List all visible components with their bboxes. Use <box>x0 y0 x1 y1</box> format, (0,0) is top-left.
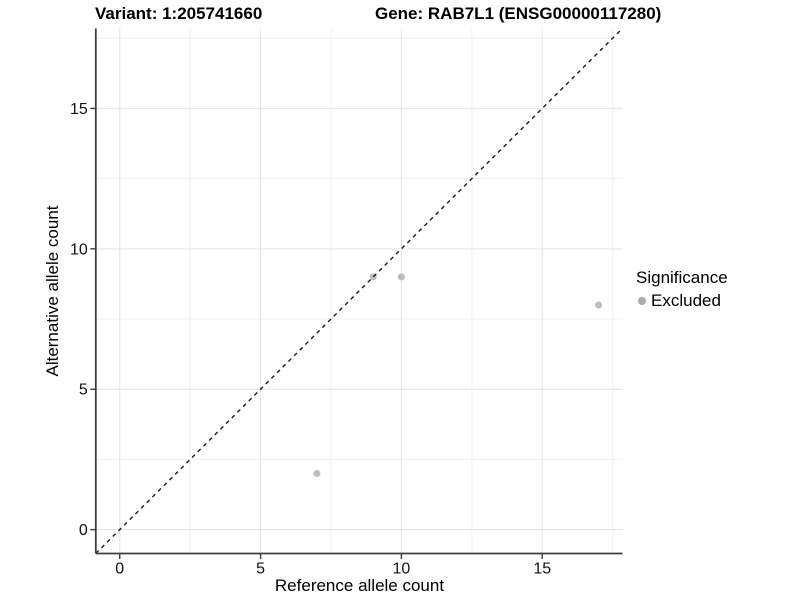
data-point <box>397 273 405 281</box>
y-tick-label: 0 <box>79 522 88 539</box>
gene-title: Gene: RAB7L1 (ENSG00000117280) <box>375 4 662 23</box>
legend-item-label: Excluded <box>651 291 721 310</box>
data-point <box>313 469 321 477</box>
legend-point-icon <box>638 297 646 305</box>
y-tick-label: 15 <box>70 101 88 118</box>
data-point <box>595 301 603 309</box>
legend-title: Significance <box>636 268 728 287</box>
legend-item-excluded: Excluded <box>638 291 728 311</box>
x-axis-title: Reference allele count <box>274 576 445 595</box>
variant-title: Variant: 1:205741660 <box>95 4 263 23</box>
y-tick-label: 5 <box>79 382 88 399</box>
identity-line <box>95 27 623 554</box>
y-axis-title: Alternative allele count <box>43 205 62 377</box>
x-tick-label: 0 <box>115 561 124 578</box>
x-tick-label: 5 <box>256 561 265 578</box>
legend: Significance Excluded <box>636 268 728 311</box>
x-tick-label: 15 <box>533 561 551 578</box>
x-tick-label: 10 <box>393 561 411 578</box>
y-tick-label: 10 <box>70 241 88 258</box>
